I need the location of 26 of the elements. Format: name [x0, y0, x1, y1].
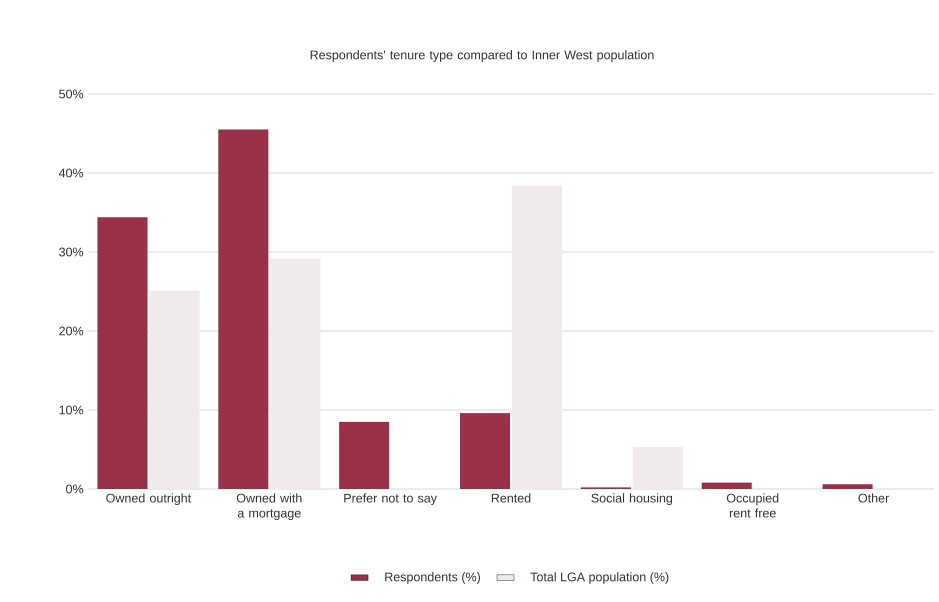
- y-tick-label: 50%: [59, 90, 84, 98]
- bar: [512, 186, 562, 489]
- x-tick-label: Rented: [492, 493, 530, 503]
- x-tick-label: Prefer not to say: [344, 493, 437, 506]
- x-tick-label: Social housing: [591, 493, 672, 506]
- bar: [97, 217, 148, 489]
- bar: [702, 482, 752, 489]
- y-tick-label: 10%: [60, 406, 84, 414]
- bar: [822, 484, 873, 489]
- bar: [460, 413, 510, 489]
- chart-title: Respondents' tenure type compared to Inner West population: [310, 50, 654, 62]
- y-tick-label: 40%: [58, 168, 84, 178]
- legend-label: Respondents (%): [385, 572, 480, 584]
- x-tick-label: Occupied rent free: [726, 493, 778, 518]
- x-tick-label: Owned outright: [106, 493, 192, 506]
- bar: [218, 130, 268, 489]
- bar: [339, 422, 390, 489]
- bar: [149, 290, 200, 489]
- bar: [632, 447, 683, 489]
- y-tick-label: 20%: [59, 326, 84, 336]
- y-tick-label: 30%: [59, 248, 84, 256]
- x-tick-label: Other: [858, 493, 889, 503]
- x-tick-label: Owned with a mortgage: [236, 493, 302, 520]
- bar: [270, 258, 320, 489]
- y-tick-label: 0%: [66, 484, 84, 494]
- legend-label: Total LGA population (%): [530, 572, 668, 584]
